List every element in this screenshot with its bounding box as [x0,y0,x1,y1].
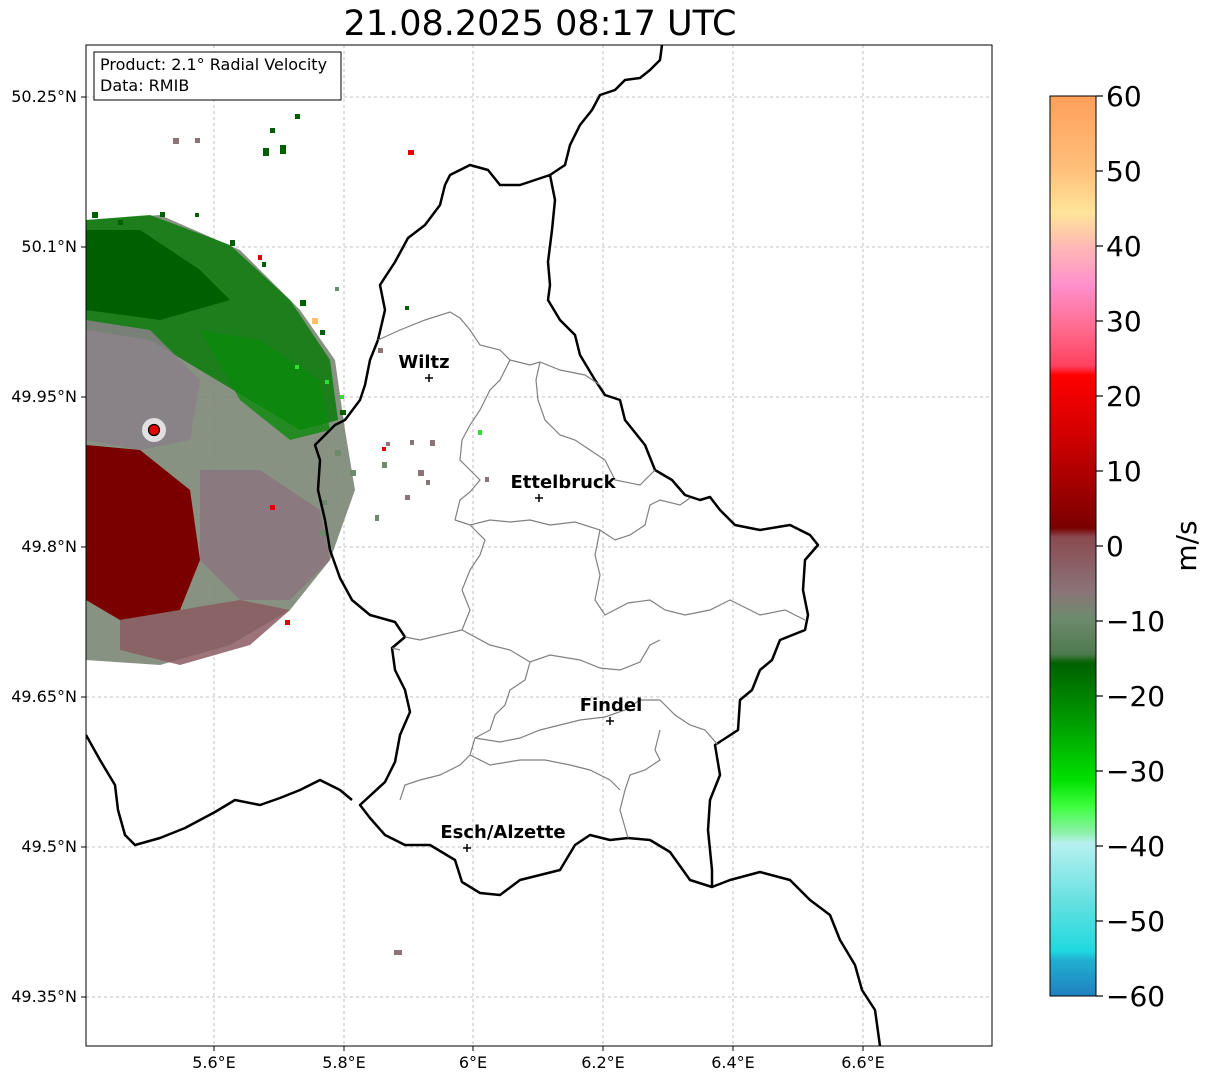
lon-tick-label: 6.6°E [841,1053,885,1072]
lon-tick-label: 5.8°E [322,1053,366,1072]
lat-tick-label: 49.95°N [11,387,77,406]
colorbar-tick-label: 60 [1106,80,1142,113]
lat-tick-label: 50.1°N [21,237,77,256]
colorbar-tick-label: 40 [1106,230,1142,263]
info-data: Data: RMIB [100,76,189,95]
colorbar-tick-label: 0 [1106,530,1124,563]
lat-tick-label: 49.8°N [21,537,77,556]
city-plus-icon [463,844,471,852]
lon-axis: 5.6°E 5.8°E 6°E 6.2°E 6.4°E 6.6°E [192,1046,885,1072]
lon-tick-label: 6°E [459,1053,487,1072]
city-esch-alzette: Esch/Alzette [440,822,566,852]
colorbar-tick-label: −10 [1106,605,1165,638]
city-label: Esch/Alzette [440,822,565,843]
info-box: Product: 2.1° Radial Velocity Data: RMIB [93,51,342,101]
colorbar-tick-label: −20 [1106,680,1165,713]
colorbar-tick-label: −40 [1106,830,1165,863]
city-label: Wiltz [398,352,449,373]
colorbar-tick-label: 30 [1106,305,1142,338]
lat-tick-label: 49.35°N [11,987,77,1006]
colorbar-tick-label: 10 [1106,455,1142,488]
lat-tick-label: 50.25°N [11,87,77,106]
colorbar: 60 50 40 30 20 10 0 −10 −20 −30 −40 −50 … [1049,80,1203,1013]
lat-tick-label: 49.5°N [21,837,77,856]
city-plus-icon [535,494,543,502]
city-markers: Wiltz Ettelbruck Findel Esch/Alzette [398,352,642,852]
canton-borders [377,311,806,839]
lon-tick-label: 6.4°E [711,1053,755,1072]
city-plus-icon [606,717,614,725]
colorbar-tick-label: −60 [1106,980,1165,1013]
city-label: Ettelbruck [510,472,616,493]
city-plus-icon [425,374,433,382]
radar-returns [86,114,489,955]
lat-tick-label: 49.65°N [11,687,77,706]
colorbar-tick-label: 20 [1106,380,1142,413]
colorbar-scale [1049,95,1097,997]
lat-axis: 50.25°N 50.1°N 49.95°N 49.8°N 49.65°N 49… [11,87,86,1006]
colorbar-unit-label: m/s [1170,520,1203,571]
map-border [85,44,993,1047]
lon-tick-label: 6.2°E [581,1053,625,1072]
colorbar-tick-label: 50 [1106,155,1142,188]
colorbar-tick-label: −30 [1106,755,1165,788]
figure-title: 21.08.2025 08:17 UTC [343,4,737,44]
lon-tick-label: 5.6°E [192,1053,236,1072]
country-borders [86,45,882,1046]
info-product: Product: 2.1° Radial Velocity [100,55,327,74]
radar-site-icon [147,423,161,437]
colorbar-tick-label: −50 [1106,905,1165,938]
city-label: Findel [580,695,643,716]
city-ettelbruck: Ettelbruck [510,472,617,502]
city-wiltz: Wiltz [398,352,450,382]
map-content: Wiltz Ettelbruck Findel Esch/Alzette [86,45,992,1046]
city-findel: Findel [580,695,643,725]
